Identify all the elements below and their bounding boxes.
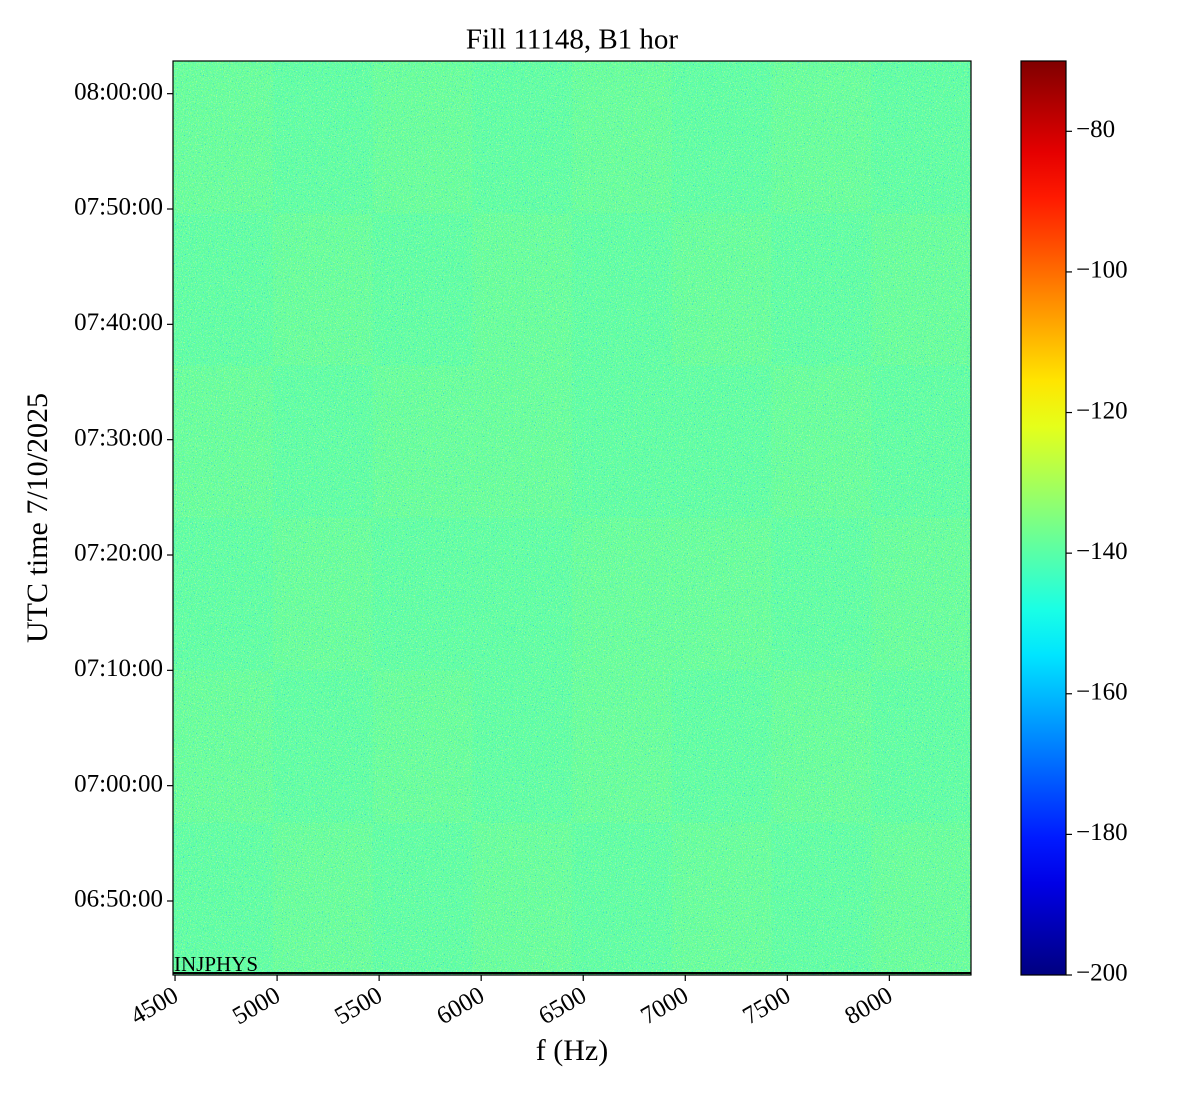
colorbar-tick-label: −180 [1076, 819, 1128, 846]
x-tick-label: 6000 [432, 982, 489, 1030]
speckle [173, 61, 971, 975]
annotation: INJPHYS [174, 952, 258, 976]
y-tick-label: 07:50:00 [74, 194, 163, 221]
colorbar-tick-label: −200 [1076, 960, 1128, 987]
chart-title: Fill 11148, B1 hor [466, 24, 678, 56]
y-tick-label: 07:20:00 [74, 540, 163, 567]
colorbar-tick-label: −100 [1076, 257, 1128, 284]
colorbar-tick-label: −160 [1076, 679, 1128, 706]
plot-frame [172, 60, 972, 976]
texture [173, 61, 971, 975]
y-tick-label: 08:00:00 [74, 78, 163, 105]
y-tick-label: 07:10:00 [74, 655, 163, 682]
x-axis-label: f (Hz) [536, 1034, 608, 1067]
x-tick-label: 5500 [330, 982, 387, 1030]
x-tick-label: 5000 [228, 982, 285, 1030]
y-axis-label: UTC time 7/10/2025 [21, 393, 54, 643]
y-tick-label: 06:50:00 [74, 886, 163, 913]
y-tick-label: 07:00:00 [74, 770, 163, 797]
colorbar-tick-label: −120 [1076, 397, 1128, 424]
x-tick-label: 4500 [126, 982, 183, 1030]
x-tick-label: 7000 [636, 982, 693, 1030]
x-tick-label: 6500 [534, 982, 591, 1030]
y-tick-label: 07:30:00 [74, 424, 163, 451]
colorbar-tick-label: −80 [1076, 116, 1115, 143]
y-tick-label: 07:40:00 [74, 309, 163, 336]
x-tick-label: 8000 [840, 982, 897, 1030]
colorbar-tick-label: −140 [1076, 538, 1128, 565]
colorbar [1020, 60, 1067, 976]
x-tick-label: 7500 [738, 982, 795, 1030]
